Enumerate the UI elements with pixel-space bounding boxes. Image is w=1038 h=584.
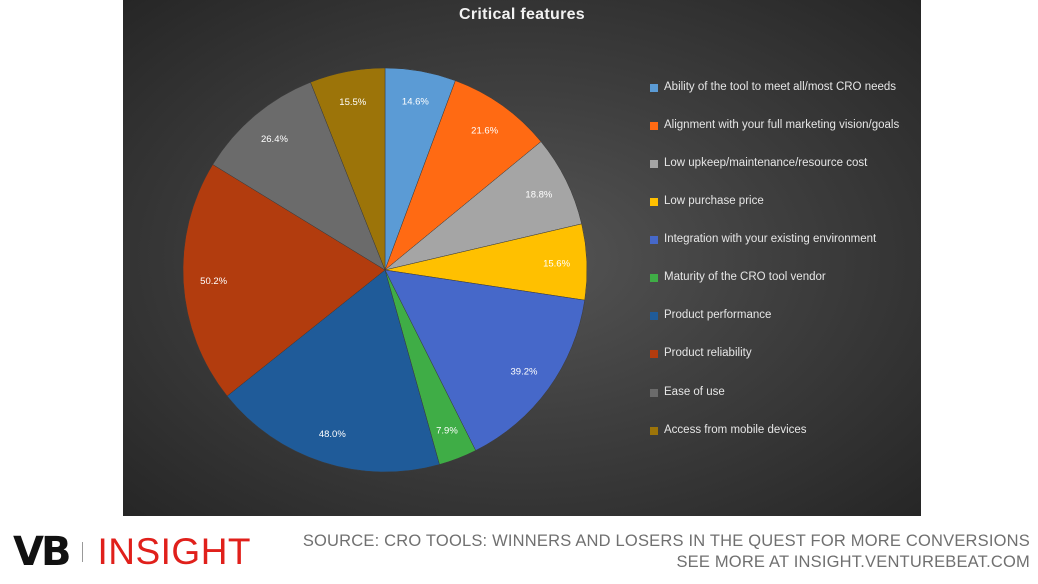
legend-label: Alignment with your full marketing visio… [664,119,900,131]
chart-title: Critical features [458,6,586,23]
legend-swatch [650,427,658,435]
legend-item-ease-of-use: Ease of use [650,385,915,400]
pie-slice-access-from-mobile-devices [310,67,386,271]
legend-label: Product reliability [664,347,752,359]
legend-swatch [650,236,658,244]
data-label-low-purchase-price: 15.6% [543,259,570,270]
legend-item-ability-of-the-tool-to-meet-all-most-cro-needs: Ability of the tool to meet all/most CRO… [650,80,915,95]
pie-slice-alignment-with-your-full-marketing-vision-goals [384,80,542,271]
legend-swatch [650,389,658,397]
vb-logo: VB [13,529,71,575]
legend-swatch [650,312,658,320]
legend-label: Low upkeep/maintenance/resource cost [664,157,868,169]
legend-item-access-from-mobile-devices: Access from mobile devices [650,423,915,438]
data-label-ease-of-use: 26.4% [261,134,288,145]
source-footer: SOURCE: CRO TOOLS: WINNERS AND LOSERS IN… [303,531,1030,573]
legend-swatch [650,350,658,358]
legend-label: Integration with your existing environme… [664,233,877,245]
legend-swatch [650,274,658,282]
data-label-product-reliability: 50.2% [200,276,227,287]
pie-slice-product-performance [226,269,440,473]
legend-label: Access from mobile devices [664,424,807,436]
pie-slice-integration-with-your-existing-environment [384,269,586,451]
legend-swatch [650,160,658,168]
data-label-maturity-of-the-cro-tool-vendor: 7.9% [436,426,458,437]
legend-item-product-performance: Product performance [650,308,915,323]
data-label-access-from-mobile-devices: 15.5% [339,97,366,108]
legend-label: Maturity of the CRO tool vendor [664,271,826,283]
brand-divider [82,542,84,562]
data-label-product-performance: 48.0% [319,429,346,440]
data-label-alignment-with-your-full-marketing-vision-goals: 21.6% [471,126,498,137]
legend-item-integration-with-your-existing-environment: Integration with your existing environme… [650,232,915,247]
data-label-integration-with-your-existing-environment: 39.2% [511,366,538,377]
insight-logo: INSIGHT [97,531,252,572]
chart-panel: Critical features 14.6% 21.6% 18.8% 15.6% 39… [123,0,921,516]
legend-swatch [650,198,658,206]
data-label-low-upkeep-maintenance-resource-cost: 18.8% [525,189,552,200]
legend-item-low-purchase-price: Low purchase price [650,194,915,209]
more-link-line: SEE MORE AT INSIGHT.VENTUREBEAT.COM [676,553,1030,571]
legend-label: Ability of the tool to meet all/most CRO… [664,81,897,93]
legend-swatch [650,84,658,92]
legend-label: Product performance [664,309,772,321]
legend-label: Low purchase price [664,195,764,207]
legend-item-product-reliability: Product reliability [650,346,915,361]
source-line: SOURCE: CRO TOOLS: WINNERS AND LOSERS IN… [302,532,1030,550]
legend-item-low-upkeep-maintenance-resource-cost: Low upkeep/maintenance/resource cost [650,156,915,171]
legend-item-alignment-with-your-full-marketing-vision-goals: Alignment with your full marketing visio… [650,118,915,133]
legend-swatch [650,122,658,130]
brand-logo: VB INSIGHT [13,529,252,575]
legend-label: Ease of use [664,386,725,398]
pie-slice-product-reliability [182,164,386,397]
legend-item-maturity-of-the-cro-tool-vendor: Maturity of the CRO tool vendor [650,270,915,285]
pie-chart: 14.6% 21.6% 18.8% 15.6% 39.2% 7.9% 48.0% 50.2% 2… [182,67,588,473]
data-label-ability-of-the-tool-to-meet-all-most-cro-needs: 14.6% [402,97,429,108]
pie-slice-ease-of-use [212,81,386,271]
